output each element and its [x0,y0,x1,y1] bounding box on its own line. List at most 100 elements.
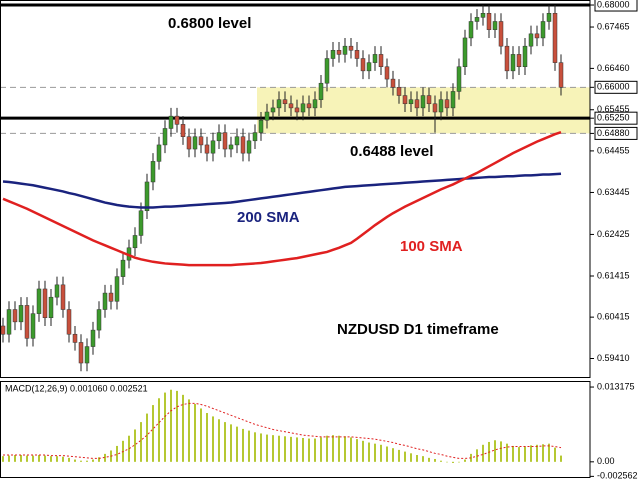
macd-bar [44,455,46,462]
macd-bar [434,458,436,462]
macd-bar [176,390,178,462]
macd-bar [548,443,550,462]
y-tick-label: 0.66460 [597,63,630,73]
candle-body [192,136,198,150]
macd-bar [260,433,262,462]
macd-bar [506,443,508,462]
candle-body [486,13,492,30]
candle-body [504,45,510,72]
y-tick-label: 0.64455 [597,145,630,155]
tick-box [594,80,638,94]
candle-body [18,305,24,323]
tick-box [594,111,638,125]
candle-body [12,309,18,323]
candle-body [258,119,264,133]
candle-body [426,95,432,105]
macd-bar [50,456,52,462]
y-tick-label: 0.66000 [597,82,630,92]
macd-bar [242,428,244,462]
candle-body [144,181,150,212]
macd-bar [494,440,496,462]
candle-body [414,99,420,109]
candle-body [522,45,528,67]
candle-body [120,259,126,277]
macd-bar [92,459,94,462]
candle-body [222,132,228,150]
macd-bar [98,457,100,462]
candle-body [0,325,6,335]
macd-bar [68,457,70,462]
macd-bar [428,457,430,462]
macd-bar [56,456,58,462]
candle-body [228,144,234,150]
macd-bar [236,426,238,462]
macd-bar [146,413,148,462]
candle-body [282,99,288,105]
candle-body [180,124,186,137]
candle-body [204,144,210,154]
candle-body [336,50,342,55]
candle-body [432,103,438,113]
macd-bar [302,437,304,462]
candle-body [402,95,408,105]
candle-body [510,54,516,72]
sma-label: 200 SMA [237,209,300,226]
y-tick-label: 0.64880 [597,128,630,138]
candle-body [48,296,54,319]
candle-body [534,33,540,39]
candle-body [450,91,456,109]
macd-bar [194,403,196,462]
macd-bar [32,455,34,462]
candle-body [102,292,108,310]
macd-bar [290,436,292,462]
candle-body [420,95,426,109]
macd-bar [536,444,538,462]
macd-bar [38,455,40,462]
candle-body [492,21,498,30]
candle-body [66,309,72,335]
panel-border [0,0,591,378]
y-tick-label: 0.68000 [597,0,630,9]
candle-body [354,50,360,59]
sma-label: 100 SMA [400,238,463,255]
candle-body [528,33,534,47]
candle-body [252,132,258,142]
macd-bar [230,424,232,462]
y-tick-label: 0.59410 [597,353,630,363]
macd-bar [524,446,526,462]
macd-bar [314,438,316,462]
candle-body [366,62,372,72]
macd-bar [326,435,328,462]
y-tick-label: 0.62425 [597,229,630,239]
candle-body [114,276,120,302]
macd-bar [212,416,214,462]
macd-bar [440,460,442,462]
candle-body [42,288,48,319]
candle-body [540,21,546,39]
candle-body [462,37,468,67]
annotation: 0.6488 level [350,143,433,160]
candle-body [90,329,96,347]
candle-body [444,99,450,109]
candle-body [312,99,318,109]
panel-border [0,381,591,478]
candle-body [378,54,384,67]
macd-bar [86,460,88,462]
candle-body [558,62,564,88]
macd-bar [350,437,352,462]
macd-bar [74,459,76,462]
macd-bar [476,449,478,462]
candle-body [54,284,60,298]
macd-bar [398,449,400,462]
candle-body [516,54,522,67]
candle-body [288,103,294,109]
candle-body [456,66,462,92]
y-tick-label: 0.61415 [597,270,630,280]
macd-bar [140,422,142,462]
candle-body [384,66,390,80]
macd-bar [158,398,160,462]
macd-bar [128,435,130,462]
macd-bar [62,456,64,462]
y-tick-label: 0.67465 [597,21,630,31]
